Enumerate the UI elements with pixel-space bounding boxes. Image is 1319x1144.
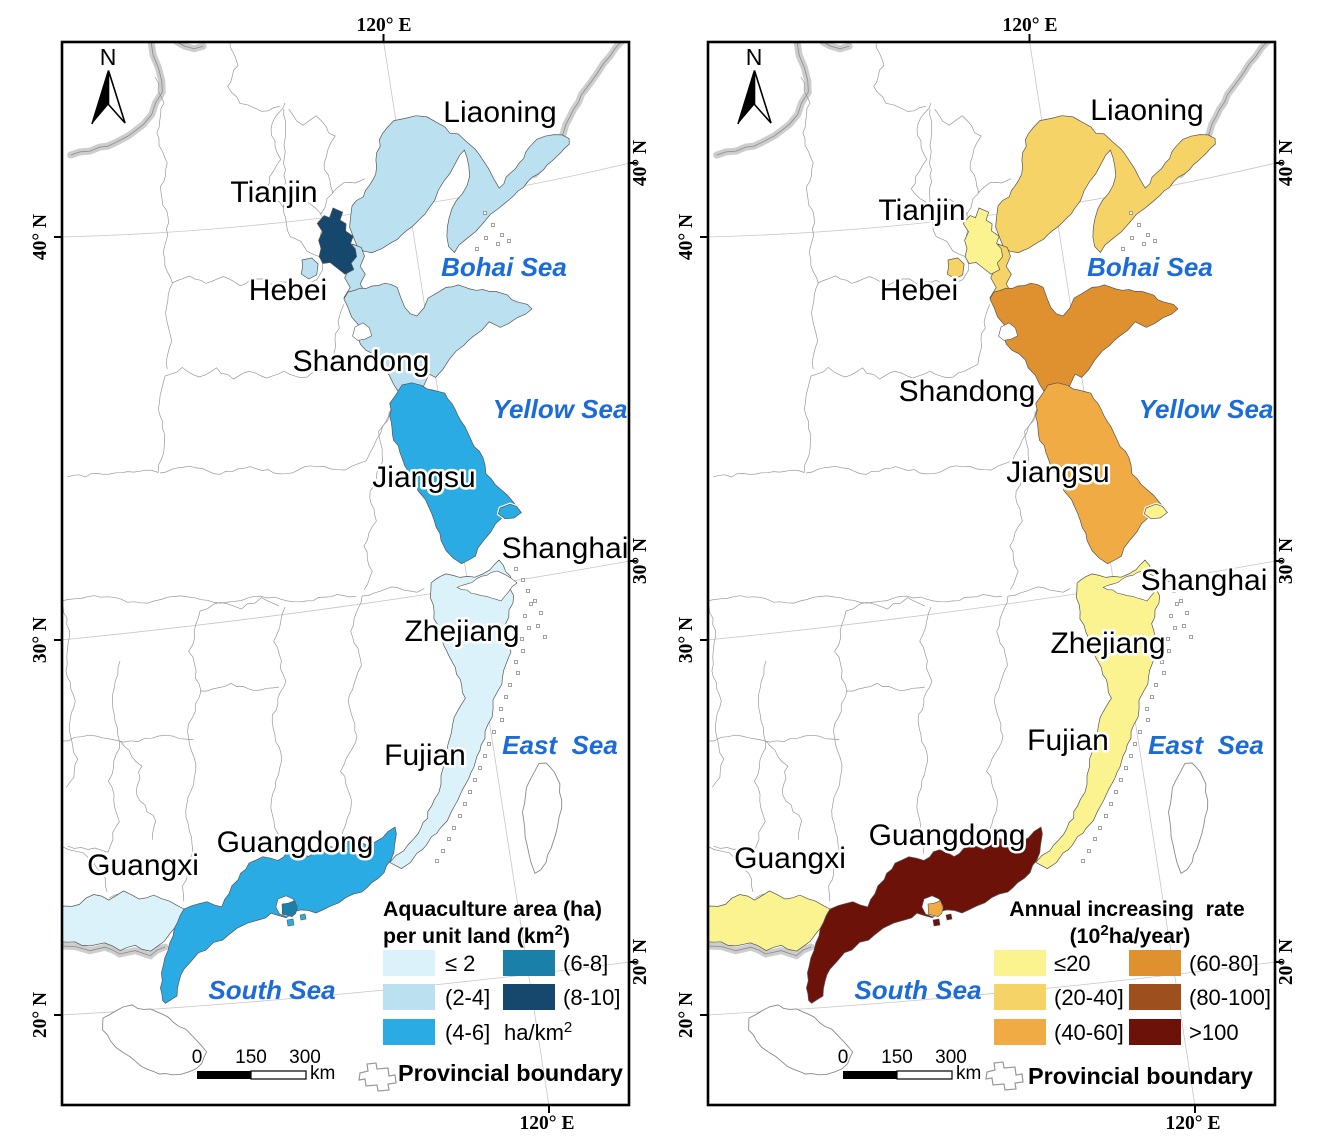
svg-text:Shanghai: Shanghai bbox=[502, 532, 629, 565]
svg-text:(8-10]: (8-10] bbox=[563, 985, 620, 1010]
svg-text:≤20: ≤20 bbox=[1054, 951, 1091, 976]
svg-text:km: km bbox=[956, 1063, 981, 1084]
svg-text:Fujian: Fujian bbox=[1027, 724, 1109, 757]
svg-text:Jiangsu: Jiangsu bbox=[372, 461, 475, 494]
svg-text:40° N: 40° N bbox=[1276, 140, 1297, 186]
svg-text:120° E: 120° E bbox=[1166, 1113, 1221, 1134]
svg-text:40° N: 40° N bbox=[676, 214, 697, 260]
svg-text:(6-8]: (6-8] bbox=[563, 951, 608, 976]
svg-text:300: 300 bbox=[935, 1047, 967, 1068]
svg-text:Hebei: Hebei bbox=[249, 274, 327, 307]
svg-text:150: 150 bbox=[235, 1047, 267, 1068]
svg-text:Bohai Sea: Bohai Sea bbox=[1087, 252, 1213, 282]
svg-text:Tianjin: Tianjin bbox=[230, 176, 317, 209]
svg-text:20° N: 20° N bbox=[676, 992, 697, 1038]
svg-text:0: 0 bbox=[192, 1047, 203, 1068]
svg-text:ha/km2: ha/km2 bbox=[504, 1019, 572, 1045]
svg-text:120° E: 120° E bbox=[1003, 15, 1058, 36]
svg-text:20° N: 20° N bbox=[30, 992, 51, 1038]
svg-text:(20-40]: (20-40] bbox=[1054, 985, 1124, 1010]
svg-text:(80-100]: (80-100] bbox=[1189, 985, 1271, 1010]
svg-text:Shandong: Shandong bbox=[899, 375, 1036, 408]
svg-text:20° N: 20° N bbox=[1276, 939, 1297, 985]
svg-text:Guangxi: Guangxi bbox=[87, 849, 199, 882]
svg-text:Guangxi: Guangxi bbox=[734, 842, 846, 875]
svg-text:per unit land (km2): per unit land (km2) bbox=[383, 922, 570, 948]
svg-text:N: N bbox=[746, 44, 763, 70]
svg-text:120° E: 120° E bbox=[520, 1113, 575, 1134]
svg-text:Yellow Sea: Yellow Sea bbox=[493, 394, 628, 424]
svg-text:Shandong: Shandong bbox=[293, 345, 430, 378]
svg-text:(102ha/year): (102ha/year) bbox=[1070, 922, 1191, 948]
svg-text:30° N: 30° N bbox=[1276, 538, 1297, 584]
svg-text:0: 0 bbox=[838, 1047, 849, 1068]
svg-text:120° E: 120° E bbox=[357, 15, 412, 36]
svg-text:km: km bbox=[310, 1063, 335, 1084]
svg-text:Aquaculture area (ha): Aquaculture area (ha) bbox=[383, 897, 602, 921]
svg-text:Provincial boundary: Provincial boundary bbox=[398, 1060, 623, 1086]
svg-text:(60-80]: (60-80] bbox=[1189, 951, 1259, 976]
svg-text:40° N: 40° N bbox=[30, 214, 51, 260]
svg-text:South Sea: South Sea bbox=[208, 975, 335, 1005]
svg-text:Liaoning: Liaoning bbox=[443, 96, 556, 129]
svg-text:East Sea: East Sea bbox=[1148, 730, 1264, 760]
svg-text:East Sea: East Sea bbox=[502, 730, 618, 760]
svg-text:Jiangsu: Jiangsu bbox=[1006, 456, 1109, 489]
svg-text:Shanghai: Shanghai bbox=[1141, 564, 1268, 597]
svg-text:150: 150 bbox=[881, 1047, 913, 1068]
svg-text:Annual increasing rate: Annual increasing rate bbox=[1009, 897, 1245, 921]
svg-text:20° N: 20° N bbox=[630, 939, 651, 985]
svg-text:N: N bbox=[100, 44, 117, 70]
svg-text:(4-6]: (4-6] bbox=[445, 1020, 490, 1045]
svg-text:30° N: 30° N bbox=[676, 617, 697, 663]
svg-text:>100: >100 bbox=[1189, 1020, 1239, 1045]
svg-text:Hebei: Hebei bbox=[880, 274, 958, 307]
svg-text:South Sea: South Sea bbox=[854, 975, 981, 1005]
svg-text:Guangdong: Guangdong bbox=[869, 819, 1026, 852]
svg-text:30° N: 30° N bbox=[30, 617, 51, 663]
svg-text:Zhejiang: Zhejiang bbox=[1050, 627, 1165, 660]
svg-text:300: 300 bbox=[289, 1047, 321, 1068]
svg-text:Guangdong: Guangdong bbox=[217, 826, 374, 859]
svg-text:Provincial boundary: Provincial boundary bbox=[1028, 1063, 1253, 1089]
svg-text:≤ 2: ≤ 2 bbox=[445, 951, 475, 976]
svg-text:(40-60]: (40-60] bbox=[1054, 1020, 1124, 1045]
svg-text:Yellow Sea: Yellow Sea bbox=[1139, 394, 1274, 424]
svg-text:Tianjin: Tianjin bbox=[878, 194, 965, 227]
svg-text:Bohai Sea: Bohai Sea bbox=[441, 252, 567, 282]
svg-text:(2-4]: (2-4] bbox=[445, 985, 490, 1010]
svg-text:30° N: 30° N bbox=[630, 538, 651, 584]
svg-text:Liaoning: Liaoning bbox=[1090, 94, 1203, 127]
svg-text:Fujian: Fujian bbox=[384, 739, 466, 772]
svg-text:40° N: 40° N bbox=[630, 140, 651, 186]
svg-text:Zhejiang: Zhejiang bbox=[404, 615, 519, 648]
